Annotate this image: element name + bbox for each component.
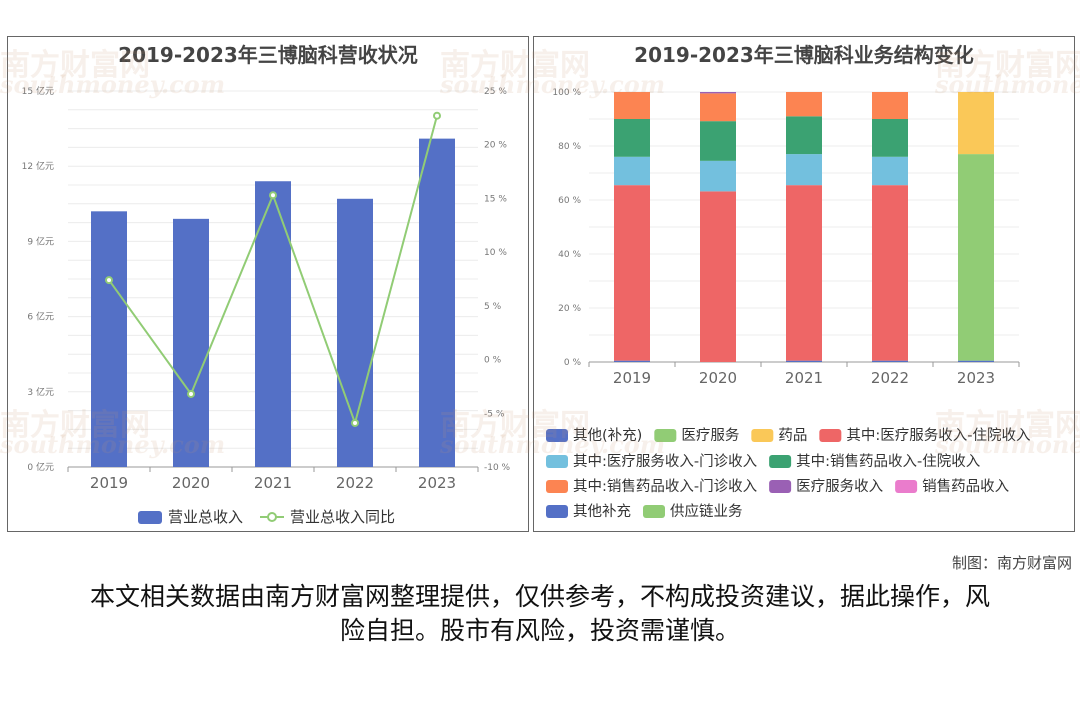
stack-segment xyxy=(700,191,736,362)
x-axis-label: 2022 xyxy=(336,474,374,492)
x-axis-label: 2023 xyxy=(418,474,456,492)
revenue-bar xyxy=(91,211,127,467)
legend-swatch-yoy-dot xyxy=(267,512,277,522)
stack-segment xyxy=(614,360,650,362)
legend-swatch xyxy=(643,505,665,518)
revenue-chart-title: 2019-2023年三博脑科营收状况 xyxy=(118,43,418,67)
right-axis-tick: -10 % xyxy=(484,463,511,473)
legend-label: 其中:销售药品收入-住院收入 xyxy=(796,453,980,470)
y-axis-tick: 100 % xyxy=(552,88,581,98)
legend-label: 其中:医疗服务收入-门诊收入 xyxy=(573,453,757,470)
revenue-bar xyxy=(419,138,455,468)
revenue-chart-panel: 2019-2023年三博脑科营收状况 0 亿元 3 亿元 6 亿元 9 亿元 12 亿元… xyxy=(7,36,529,532)
stack-segment xyxy=(786,154,822,186)
legend-label: 其中:医疗服务收入-住院收入 xyxy=(846,427,1030,444)
right-axis-tick: 10 % xyxy=(484,248,507,258)
legend-label: 医疗服务 xyxy=(681,427,739,444)
left-axis-tick: 3 亿元 xyxy=(27,386,54,398)
x-axis-label: 2019 xyxy=(90,474,128,492)
structure-chart-title: 2019-2023年三博脑科业务结构变化 xyxy=(634,43,974,67)
y-axis-tick: 0 % xyxy=(564,358,582,368)
legend-swatch xyxy=(546,429,568,442)
legend-swatch xyxy=(769,455,792,468)
chart-credit: 制图：南方财富网 xyxy=(951,554,1072,572)
right-axis-tick: 15 % xyxy=(484,194,507,204)
left-axis-tick: 12 亿元 xyxy=(22,160,54,172)
stack-segment xyxy=(958,154,994,361)
x-axis-label: 2019 xyxy=(613,369,651,387)
legend-swatch xyxy=(546,455,568,468)
stack-segment xyxy=(700,93,736,122)
stack-segment xyxy=(786,360,822,362)
yoy-point xyxy=(105,276,113,285)
stack-segment xyxy=(700,121,736,161)
legend-swatch xyxy=(895,480,918,493)
stack-segment xyxy=(614,119,650,157)
x-axis-label: 2020 xyxy=(172,474,210,492)
right-axis-tick: 0 % xyxy=(484,356,502,366)
legend-label: 药品 xyxy=(778,427,807,444)
legend-swatch xyxy=(654,429,677,442)
yoy-point xyxy=(433,111,441,120)
legend-swatch xyxy=(546,480,568,493)
stack-segment xyxy=(872,92,908,119)
right-axis-tick: 5 % xyxy=(484,302,502,312)
stack-segment xyxy=(786,92,822,117)
legend-label: 销售药品收入 xyxy=(922,478,1009,495)
y-axis-tick: 40 % xyxy=(558,250,581,260)
stack-segment xyxy=(872,119,908,157)
x-axis-label: 2020 xyxy=(699,369,737,387)
x-axis-label: 2023 xyxy=(957,369,995,387)
structure-chart-svg: 0 % 20 % 40 % 60 % 80 % 100 % 2019 2020 2021 2022… xyxy=(546,88,1030,520)
legend-label: 其他(补充) xyxy=(573,427,642,444)
yoy-point xyxy=(269,191,277,200)
legend-label: 其中:销售药品收入-门诊收入 xyxy=(573,478,757,495)
y-axis-tick: 20 % xyxy=(558,304,581,314)
structure-chart-panel: 2019-2023年三博脑科业务结构变化 0 % 20 % 40 % 60 % 80 %… xyxy=(533,36,1075,532)
legend-label-yoy: 营业总收入同比 xyxy=(290,508,395,526)
legend-swatch xyxy=(769,480,792,493)
right-axis-tick: 25 % xyxy=(484,87,507,97)
stack-segment xyxy=(700,160,736,192)
x-axis-label: 2021 xyxy=(254,474,292,492)
stack-segment xyxy=(614,92,650,119)
stack-segment xyxy=(786,116,822,155)
revenue-chart-svg: 0 亿元 3 亿元 6 亿元 9 亿元 12 亿元 15 亿元 -10 % -5 % 0 % 5 … xyxy=(22,85,511,526)
stack-segment xyxy=(614,185,650,361)
left-axis-tick: 15 亿元 xyxy=(22,85,54,97)
stack-segment xyxy=(872,156,908,186)
legend-swatch xyxy=(751,429,774,442)
stack-segment xyxy=(786,185,822,361)
left-axis-tick: 9 亿元 xyxy=(27,235,54,247)
right-axis-tick: 20 % xyxy=(484,141,507,151)
yoy-point xyxy=(187,389,195,398)
stack-segment xyxy=(958,92,994,155)
legend-label: 其他补充 xyxy=(573,503,631,520)
legend-swatch-revenue xyxy=(138,511,162,524)
legend-swatch xyxy=(546,505,568,518)
legend-label: 供应链业务 xyxy=(670,502,743,520)
revenue-bar xyxy=(173,218,209,467)
stack-segment xyxy=(872,360,908,362)
y-axis-tick: 60 % xyxy=(558,196,581,206)
stack-segment xyxy=(872,185,908,361)
x-axis-label: 2021 xyxy=(785,369,823,387)
left-axis-tick: 0 亿元 xyxy=(27,461,54,473)
legend-swatch xyxy=(819,429,842,442)
y-axis-tick: 80 % xyxy=(558,142,581,152)
stack-segment xyxy=(614,156,650,186)
yoy-point xyxy=(351,418,359,427)
legend-label-revenue: 营业总收入 xyxy=(168,508,243,526)
stack-segment xyxy=(958,360,994,362)
disclaimer-text: 本文相关数据由南方财富网整理提供，仅供参考，不构成投资建议，据此操作，风险自担。… xyxy=(89,582,990,645)
left-axis-tick: 6 亿元 xyxy=(27,311,54,323)
x-axis-label: 2022 xyxy=(871,369,909,387)
right-axis-tick: -5 % xyxy=(484,409,505,419)
legend-label: 医疗服务收入 xyxy=(796,478,883,495)
stack-segment xyxy=(700,92,736,94)
